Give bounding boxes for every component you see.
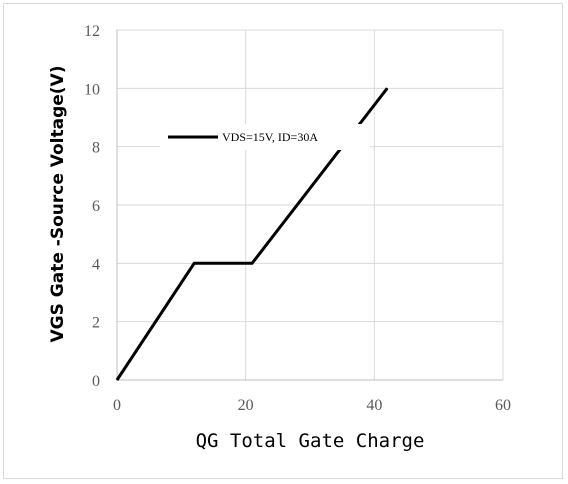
series-point (386, 87, 388, 89)
series-line (115, 87, 389, 381)
x-axis-label: QG Total Gate Charge (196, 430, 425, 452)
series-layer (115, 87, 389, 381)
y-tick-label: 2 (92, 315, 100, 332)
legend: VDS=15V, ID=30A (160, 124, 370, 150)
y-tick-label: 0 (92, 373, 100, 390)
y-tick-label: 10 (84, 81, 100, 98)
x-tick-label: 0 (113, 397, 121, 414)
legend-label: VDS=15V, ID=30A (222, 130, 318, 144)
x-tick-label: 20 (238, 397, 254, 414)
y-tick-label: 6 (92, 198, 100, 215)
y-axis-label: VGS Gate -Source Voltage(V) (48, 66, 68, 343)
series-point (251, 262, 253, 264)
chart-frame (3, 3, 563, 479)
gridlines (117, 29, 504, 380)
axes: 0 2 4 6 8 10 12 0 20 40 60 (84, 23, 511, 414)
y-tick-label: 12 (84, 23, 100, 40)
series-point (193, 262, 195, 264)
series-point (116, 379, 118, 381)
x-tick-label: 40 (366, 397, 382, 414)
x-tick-label: 60 (495, 397, 511, 414)
y-tick-label: 8 (92, 140, 100, 157)
y-tick-label: 4 (92, 256, 100, 273)
